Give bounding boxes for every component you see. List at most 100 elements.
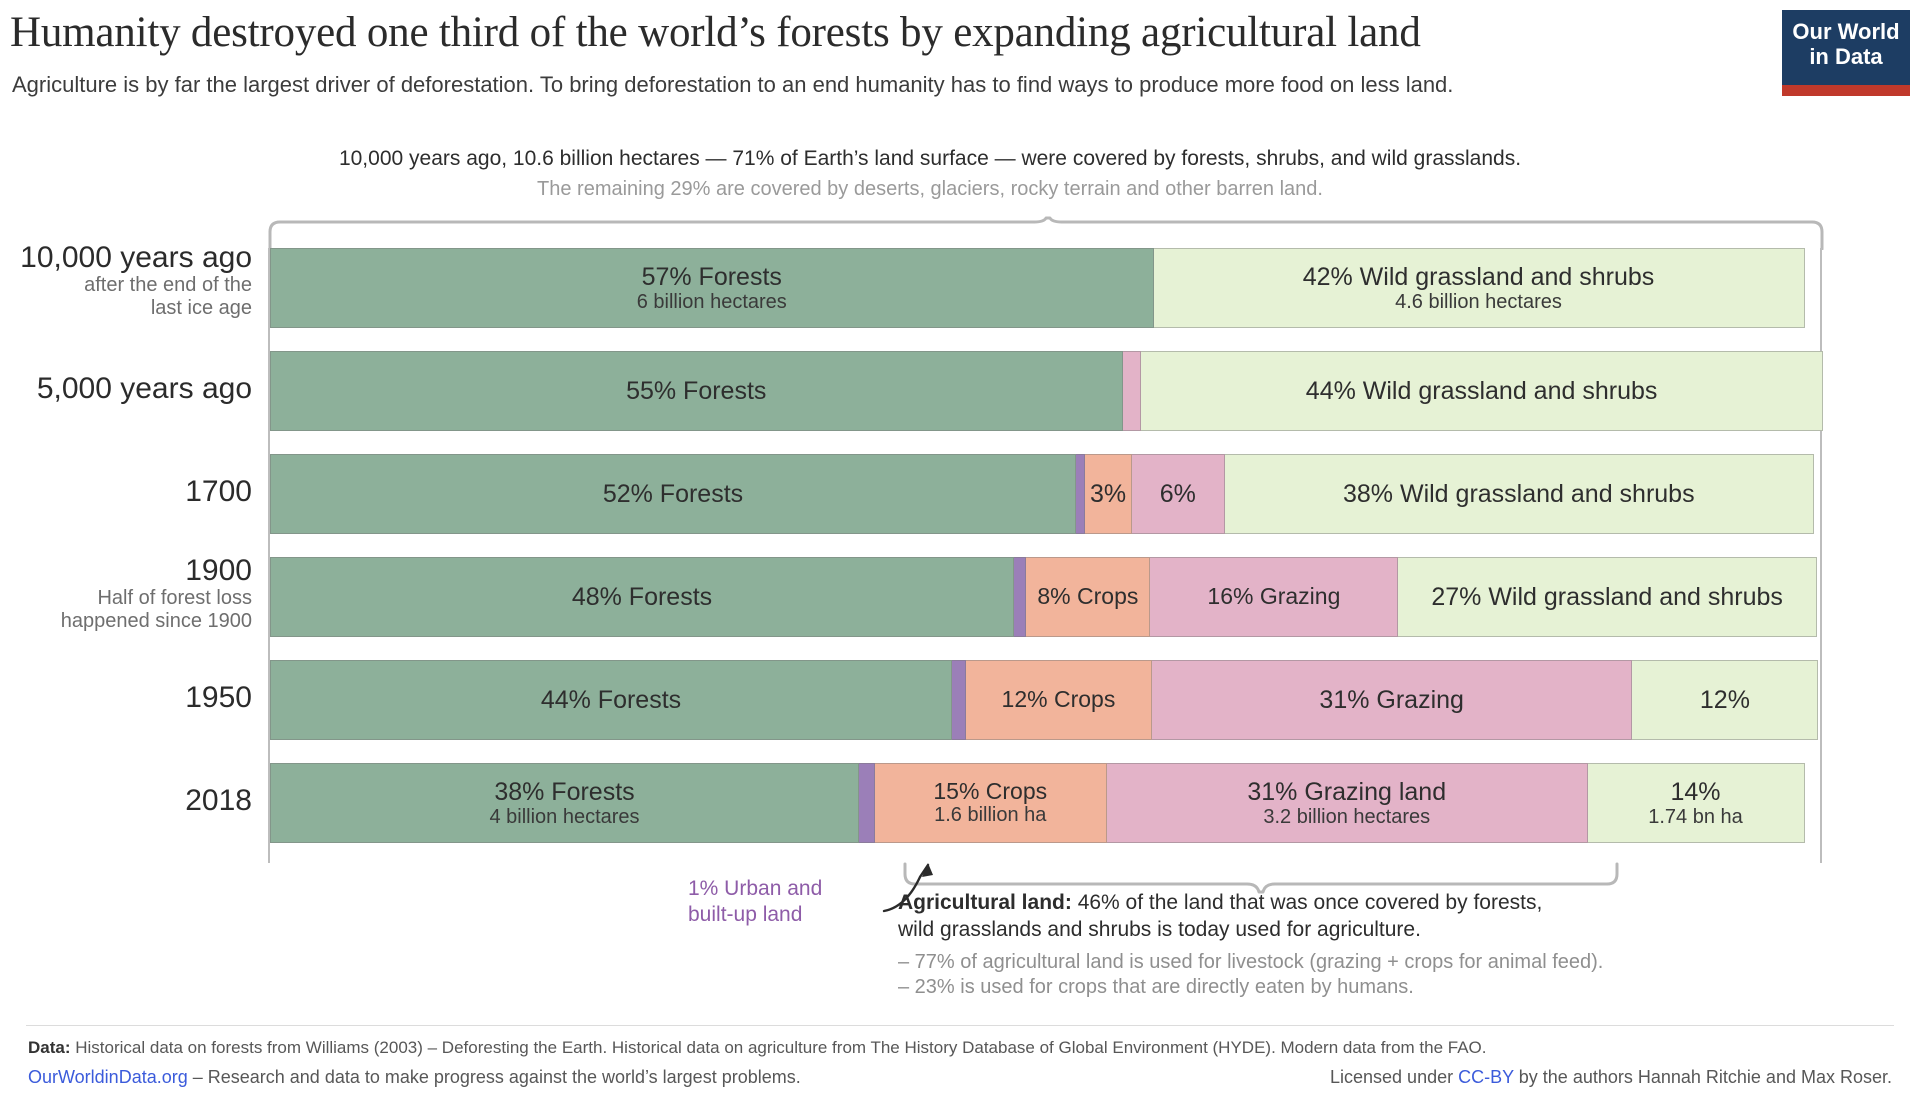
chart-row: 1950 44% Forests 12% Crops 31% Grazing 12% xyxy=(185,660,1820,740)
row-label-note-line-2: last ice age xyxy=(150,297,252,320)
footer-tagline: – Research and data to make progress aga… xyxy=(187,1067,801,1087)
bar-segment-grazing[interactable] xyxy=(1122,351,1142,431)
row-label-2018: 2018 xyxy=(0,784,252,817)
bar-segment-wild[interactable]: 44% Wild grassland and shrubs xyxy=(1141,351,1824,431)
footer-divider xyxy=(26,1025,1894,1026)
bar-segment-forests[interactable]: 48% Forests xyxy=(270,557,1014,637)
license-prefix: Licensed under xyxy=(1330,1067,1459,1087)
segment-sublabel: 1.6 billion ha xyxy=(934,804,1047,827)
agri-annotation-line-1: Agricultural land: 46% of the land that … xyxy=(898,890,1718,917)
chart-row: 5,000 years ago 55% Forests 44% Wild grass… xyxy=(37,351,1824,431)
intro-secondary-note: The remaining 29% are covered by deserts… xyxy=(537,178,1323,200)
bar-segment-crops[interactable]: 8% Crops xyxy=(1026,557,1151,637)
data-source-line: Data: Historical data on forests from Wi… xyxy=(28,1038,1487,1058)
segment-label: 42% Wild grassland and shrubs xyxy=(1302,262,1655,291)
bar-segment-forests[interactable]: 52% Forests xyxy=(270,454,1076,534)
segment-label: 16% Grazing xyxy=(1207,583,1341,610)
cc-by-link[interactable]: CC-BY xyxy=(1458,1067,1514,1087)
agri-annotation-line-2: wild grasslands and shrubs is today used… xyxy=(898,917,1421,941)
bar-segment-crops[interactable]: 12% Crops xyxy=(965,660,1152,740)
bar-segment-urban[interactable] xyxy=(859,763,875,843)
bar-segment-grazing[interactable]: 16% Grazing xyxy=(1150,557,1399,637)
chart-row: 1900 Half of forest loss happened since 19… xyxy=(61,554,1820,637)
bar-segment-forests[interactable]: 38% Forests 4 billion hectares xyxy=(270,763,859,843)
top-bracket xyxy=(268,216,1824,250)
stacked-bar: 38% Forests 4 billion hectares 15% Crops 1.… xyxy=(270,763,1820,843)
bar-segment-crops[interactable]: 3% xyxy=(1085,454,1132,534)
segment-label: 12% Crops xyxy=(1001,686,1116,713)
segment-label: 44% Wild grassland and shrubs xyxy=(1305,377,1658,405)
stacked-bar: 55% Forests 44% Wild grassland and shrubs xyxy=(270,351,1824,431)
bar-segment-wild[interactable]: 42% Wild grassland and shrubs 4.6 billion… xyxy=(1153,248,1805,328)
bar-segment-grazing[interactable]: 6% xyxy=(1131,454,1225,534)
urban-annotation-line-1: 1% Urban and xyxy=(688,877,823,900)
segment-sublabel: 4.6 billion hectares xyxy=(1395,290,1562,313)
row-label-year: 5,000 years ago xyxy=(36,372,252,405)
segment-label: 31% Grazing xyxy=(1319,686,1464,714)
agri-annotation-bullet-2: – 23% is used for crops that are directl… xyxy=(898,976,1414,999)
row-label-note-line-1: after the end of the xyxy=(84,274,252,297)
segment-sublabel: 4 billion hectares xyxy=(489,805,640,828)
segment-label: 12% xyxy=(1699,686,1750,714)
bar-segment-urban[interactable] xyxy=(952,660,966,740)
row-label-year: 2018 xyxy=(185,784,252,817)
row-label-5-000-years-ago: 5,000 years ago xyxy=(0,372,252,405)
logo-line-1: Our World xyxy=(1792,19,1900,44)
data-source-text: Historical data on forests from Williams… xyxy=(70,1038,1487,1057)
intro-primary-note: 10,000 years ago, 10.6 billion hectares … xyxy=(338,147,1522,170)
segment-label: 15% Crops xyxy=(933,777,1048,804)
stacked-bar: 52% Forests 3% 6% 38% Wild grassland and sh… xyxy=(270,454,1820,534)
chart-row: 10,000 years ago after the end of the last… xyxy=(20,241,1820,328)
bar-segment-urban[interactable] xyxy=(1076,454,1086,534)
stacked-bar: 44% Forests 12% Crops 31% Grazing 12% xyxy=(270,660,1820,740)
segment-label: 8% Crops xyxy=(1037,583,1139,610)
segment-label: 38% Forests xyxy=(494,777,635,806)
bar-segment-forests[interactable]: 44% Forests xyxy=(270,660,952,740)
agricultural-land-bracket xyxy=(903,862,1619,894)
row-label-1900: 1900 Half of forest loss happened since 19… xyxy=(0,554,252,633)
bar-segment-wild[interactable]: 27% Wild grassland and shrubs xyxy=(1398,557,1817,637)
our-world-in-data-logo[interactable]: Our World in Data xyxy=(1782,10,1910,96)
axis-line-left xyxy=(268,248,270,863)
axis-line-right xyxy=(1820,248,1822,863)
agri-annotation-rest: 46% of the land that was once covered by… xyxy=(1071,891,1543,914)
data-source-label: Data: xyxy=(28,1038,71,1057)
bar-segment-urban[interactable] xyxy=(1014,557,1027,637)
segment-label: 52% Forests xyxy=(602,480,744,508)
segment-label: 6% xyxy=(1159,480,1196,508)
chart-row: 1700 52% Forests 3% 6% 38% Wild grassland an… xyxy=(185,454,1820,534)
chart-row: 2018 38% Forests 4 billion hectares 15% Cro… xyxy=(185,763,1820,843)
page-subtitle: Agriculture is by far the largest driver… xyxy=(12,72,1454,97)
row-label-10-000-years-ago: 10,000 years ago after the end of the last… xyxy=(0,241,252,320)
agri-annotation-bullet-1: – 77% of agricultural land is used for l… xyxy=(898,950,1604,973)
stacked-bar-chart: 10,000 years ago after the end of the last… xyxy=(20,241,1824,863)
segment-sublabel: 1.74 bn ha xyxy=(1648,805,1743,828)
stacked-bar: 57% Forests 6 billion hectares 42% Wild gr… xyxy=(270,248,1820,328)
bar-segment-forests[interactable]: 57% Forests 6 billion hectares xyxy=(270,248,1154,328)
footer-left: OurWorldinData.org – Research and data t… xyxy=(28,1067,801,1088)
segment-label: 38% Wild grassland and shrubs xyxy=(1343,480,1695,508)
owid-site-link[interactable]: OurWorldinData.org xyxy=(28,1067,188,1087)
bar-segment-crops[interactable]: 15% Crops 1.6 billion ha xyxy=(874,763,1107,843)
segment-label: 31% Grazing land xyxy=(1247,777,1447,806)
bar-segment-wild[interactable]: 12% xyxy=(1632,660,1819,740)
license-suffix: by the authors Hannah Ritchie and Max Ro… xyxy=(1513,1067,1892,1087)
segment-label: 3% xyxy=(1089,480,1127,508)
row-label-1700: 1700 xyxy=(0,475,252,508)
row-label-1950: 1950 xyxy=(0,681,252,714)
bar-segment-wild[interactable]: 38% Wild grassland and shrubs xyxy=(1224,454,1814,534)
segment-label: 57% Forests xyxy=(641,262,782,291)
row-label-year: 10,000 years ago xyxy=(20,241,252,274)
header: Humanity destroyed one third of the worl… xyxy=(0,0,1920,118)
row-label-year: 1700 xyxy=(185,475,252,508)
agri-annotation-bold: Agricultural land: xyxy=(898,891,1072,914)
segment-label: 14% xyxy=(1670,777,1721,806)
agricultural-land-annotation: Agricultural land: 46% of the land that … xyxy=(898,890,1718,1001)
logo-line-2: in Data xyxy=(1809,43,1883,69)
bar-segment-grazing[interactable]: 31% Grazing xyxy=(1151,660,1633,740)
segment-label: 44% Forests xyxy=(540,686,682,714)
bar-segment-forests[interactable]: 55% Forests xyxy=(270,351,1123,431)
bar-segment-grazing[interactable]: 31% Grazing land 3.2 billion hectares xyxy=(1107,763,1588,843)
urban-callout-arrow xyxy=(882,863,933,913)
bar-segment-wild[interactable]: 14% 1.74 bn ha xyxy=(1587,763,1805,843)
